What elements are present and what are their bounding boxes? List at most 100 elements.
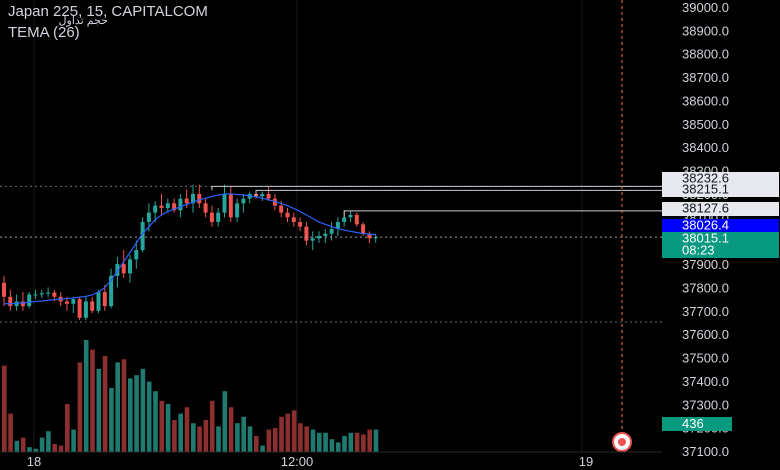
record-icon-dot — [618, 438, 626, 446]
symbol-title[interactable]: Japan 225, 15, CAPITALCOM — [8, 3, 208, 20]
tema-price-tag: 38026.4 — [682, 218, 729, 233]
volume-bar — [279, 416, 284, 452]
candle-body — [115, 264, 120, 276]
candle-body — [323, 233, 328, 237]
time-label: 12:00 — [281, 454, 314, 469]
volume-bar — [228, 407, 234, 452]
candle-body — [222, 193, 227, 213]
candle-body — [373, 237, 378, 239]
volume-bar — [272, 428, 278, 452]
volume-bar — [291, 410, 297, 452]
volume-bar — [241, 416, 246, 452]
candle-body — [367, 233, 372, 239]
volume-bar — [65, 404, 70, 452]
volume-bar — [146, 381, 152, 452]
candle-body — [272, 198, 277, 206]
volume-bar — [203, 420, 209, 452]
candle-body — [159, 205, 164, 208]
volume-bar — [2, 365, 7, 452]
volume-bar — [52, 444, 57, 452]
volume-bar — [20, 437, 26, 452]
price-tick-label: 37400.0 — [682, 374, 729, 389]
candle-body — [241, 198, 246, 204]
candle-body — [361, 224, 366, 234]
volume-bar — [222, 391, 228, 452]
candle-body — [52, 292, 57, 297]
price-tick-label: 38800.0 — [682, 47, 729, 62]
volume-indicator-label[interactable]: حجم تداول — [58, 15, 108, 27]
level-line — [211, 185, 662, 191]
volume-bar — [197, 426, 202, 452]
volume-bar — [121, 359, 127, 452]
candle-body — [191, 193, 195, 204]
candle-body — [153, 205, 158, 213]
candle-body — [197, 193, 202, 204]
candle-body — [209, 212, 214, 222]
tema-price-tag-box — [662, 219, 779, 233]
candle-body — [266, 193, 271, 199]
volume-bar — [367, 429, 372, 452]
price-tick-label: 38500.0 — [682, 117, 729, 132]
candle-body — [317, 236, 321, 239]
volume-bar — [134, 375, 139, 452]
volume-bar — [83, 340, 89, 452]
volume-bar — [102, 356, 108, 452]
price-tick-label: 37500.0 — [682, 351, 729, 366]
price-tick-label: 38600.0 — [682, 93, 729, 108]
candle-body — [109, 275, 114, 307]
candle-body — [83, 301, 88, 318]
candle-body — [121, 264, 126, 274]
volume-bar — [165, 404, 171, 452]
volume-bar — [191, 423, 196, 452]
bar-countdown-tag: 08:23 — [682, 243, 715, 258]
volume-bars — [2, 340, 379, 452]
bar-countdown-tag-box — [662, 245, 779, 258]
volume-bar — [90, 349, 95, 452]
candle-body — [228, 193, 233, 218]
volume-bar — [235, 423, 240, 452]
candle-body — [2, 282, 6, 297]
volume-bar — [27, 447, 32, 452]
volume-bar — [14, 440, 20, 452]
candle-body — [342, 217, 347, 222]
candle-body — [184, 198, 189, 204]
level-price-tag: 38127.6 — [682, 201, 729, 216]
volume-bar — [140, 368, 146, 452]
candle-body — [310, 238, 315, 241]
volume-tag-box — [662, 417, 732, 431]
candle-body — [298, 221, 303, 227]
candle-body — [8, 296, 13, 307]
candle-body — [285, 212, 290, 218]
volume-bar — [373, 429, 379, 452]
volume-bar — [323, 432, 328, 452]
volume-bar — [354, 432, 360, 452]
volume-bar — [184, 407, 190, 452]
candle-body — [128, 259, 132, 274]
volume-bar — [216, 426, 221, 452]
candle-body — [216, 212, 221, 222]
candle-body — [348, 214, 353, 218]
candle-body — [335, 221, 340, 229]
candle-body — [71, 299, 76, 304]
volume-bar — [348, 432, 354, 452]
price-tick-label: 38400.0 — [682, 140, 729, 155]
level-price-tag-box — [662, 172, 779, 186]
candle-body — [172, 203, 177, 211]
tema-indicator-label[interactable]: TEMA (26) — [8, 24, 80, 41]
level-price-tag-box — [662, 184, 779, 197]
volume-bar — [33, 448, 39, 452]
level-price-tag-box — [662, 202, 779, 216]
level-price-tag: 38232.6 — [682, 171, 729, 186]
volume-bar — [247, 426, 253, 452]
candle-body — [20, 301, 25, 307]
candle-body — [96, 292, 101, 311]
time-axis[interactable]: 18 12:00 19 — [27, 454, 593, 469]
volume-bar — [58, 445, 64, 452]
candle-body — [33, 294, 38, 296]
volume-bar — [329, 439, 335, 452]
volume-bar — [128, 378, 133, 452]
candle-body — [354, 214, 359, 225]
candle-body — [46, 292, 51, 294]
